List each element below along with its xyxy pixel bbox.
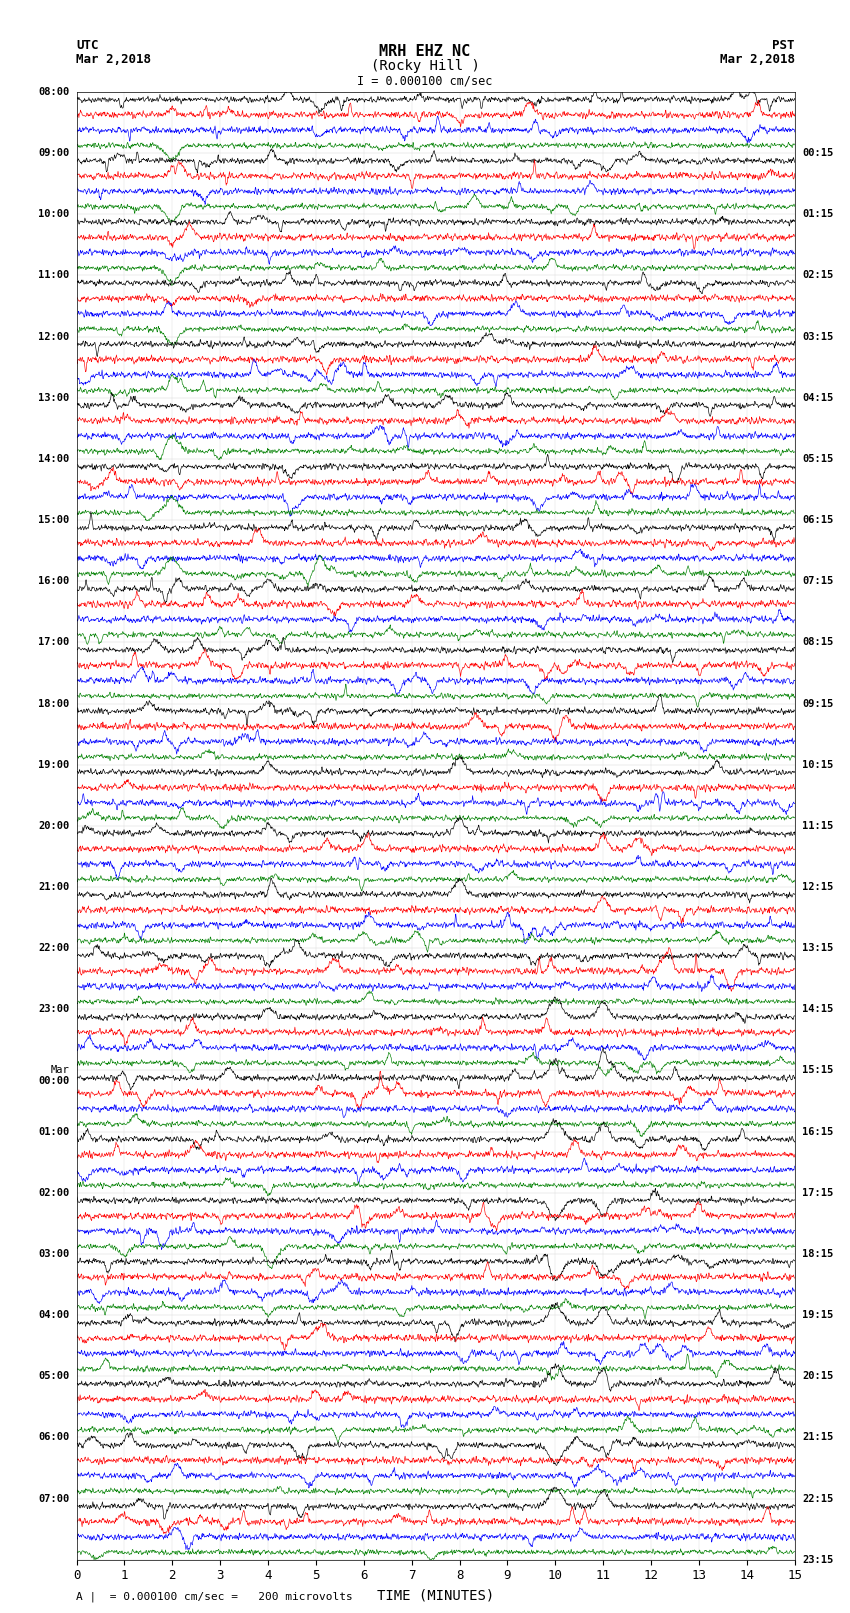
Text: 23:15: 23:15 xyxy=(802,1555,833,1565)
Text: 06:15: 06:15 xyxy=(802,515,833,526)
Text: 20:00: 20:00 xyxy=(38,821,70,831)
Text: 08:15: 08:15 xyxy=(802,637,833,647)
Text: 13:00: 13:00 xyxy=(38,392,70,403)
Text: Mar: Mar xyxy=(50,1066,70,1076)
Text: 19:00: 19:00 xyxy=(38,760,70,769)
Text: Mar 2,2018: Mar 2,2018 xyxy=(720,53,795,66)
Text: UTC: UTC xyxy=(76,39,99,52)
Text: 17:00: 17:00 xyxy=(38,637,70,647)
Text: 19:15: 19:15 xyxy=(802,1310,833,1319)
Text: 07:15: 07:15 xyxy=(802,576,833,586)
Text: 15:00: 15:00 xyxy=(38,515,70,526)
Text: 23:00: 23:00 xyxy=(38,1005,70,1015)
Text: 18:15: 18:15 xyxy=(802,1248,833,1260)
Text: 02:00: 02:00 xyxy=(38,1187,70,1198)
Text: 04:15: 04:15 xyxy=(802,392,833,403)
X-axis label: TIME (MINUTES): TIME (MINUTES) xyxy=(377,1589,494,1602)
Text: 12:00: 12:00 xyxy=(38,332,70,342)
Text: 07:00: 07:00 xyxy=(38,1494,70,1503)
Text: 06:00: 06:00 xyxy=(38,1432,70,1442)
Text: 02:15: 02:15 xyxy=(802,271,833,281)
Text: 09:00: 09:00 xyxy=(38,148,70,158)
Text: 11:00: 11:00 xyxy=(38,271,70,281)
Text: 13:15: 13:15 xyxy=(802,944,833,953)
Text: 01:00: 01:00 xyxy=(38,1126,70,1137)
Text: 00:00: 00:00 xyxy=(38,1076,70,1086)
Text: 05:00: 05:00 xyxy=(38,1371,70,1381)
Text: 03:00: 03:00 xyxy=(38,1248,70,1260)
Text: 16:00: 16:00 xyxy=(38,576,70,586)
Text: 20:15: 20:15 xyxy=(802,1371,833,1381)
Text: Mar 2,2018: Mar 2,2018 xyxy=(76,53,151,66)
Text: 15:15: 15:15 xyxy=(802,1066,833,1076)
Text: 12:15: 12:15 xyxy=(802,882,833,892)
Text: 09:15: 09:15 xyxy=(802,698,833,708)
Text: 00:15: 00:15 xyxy=(802,148,833,158)
Text: 10:15: 10:15 xyxy=(802,760,833,769)
Text: MRH EHZ NC: MRH EHZ NC xyxy=(379,44,471,60)
Text: 11:15: 11:15 xyxy=(802,821,833,831)
Text: 22:15: 22:15 xyxy=(802,1494,833,1503)
Text: 04:00: 04:00 xyxy=(38,1310,70,1319)
Text: 17:15: 17:15 xyxy=(802,1187,833,1198)
Text: 10:00: 10:00 xyxy=(38,210,70,219)
Text: 14:00: 14:00 xyxy=(38,453,70,465)
Text: I = 0.000100 cm/sec: I = 0.000100 cm/sec xyxy=(357,74,493,87)
Text: 05:15: 05:15 xyxy=(802,453,833,465)
Text: 03:15: 03:15 xyxy=(802,332,833,342)
Text: 21:00: 21:00 xyxy=(38,882,70,892)
Text: 01:15: 01:15 xyxy=(802,210,833,219)
Text: A |  = 0.000100 cm/sec =   200 microvolts: A | = 0.000100 cm/sec = 200 microvolts xyxy=(76,1592,354,1602)
Text: 22:00: 22:00 xyxy=(38,944,70,953)
Text: PST: PST xyxy=(773,39,795,52)
Text: 18:00: 18:00 xyxy=(38,698,70,708)
Text: 21:15: 21:15 xyxy=(802,1432,833,1442)
Text: 14:15: 14:15 xyxy=(802,1005,833,1015)
Text: 08:00: 08:00 xyxy=(38,87,70,97)
Text: 16:15: 16:15 xyxy=(802,1126,833,1137)
Text: (Rocky Hill ): (Rocky Hill ) xyxy=(371,60,479,73)
